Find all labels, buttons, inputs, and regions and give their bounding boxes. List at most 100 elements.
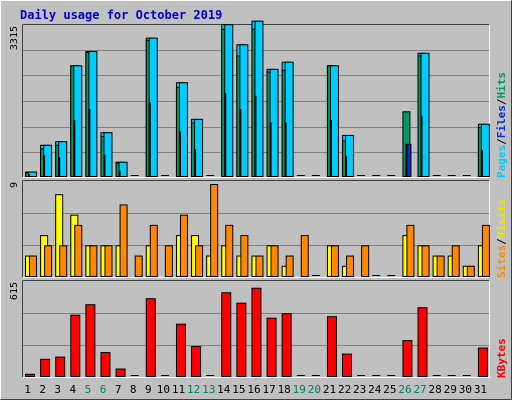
sites-bar bbox=[179, 214, 188, 278]
kbytes-bar bbox=[236, 302, 247, 377]
kbytes-bar bbox=[55, 356, 66, 378]
day-label: 28 bbox=[429, 383, 442, 396]
day-label: 9 bbox=[145, 383, 152, 396]
pages-bar-line bbox=[420, 115, 423, 177]
sites-bar bbox=[149, 224, 158, 277]
sites-bar bbox=[210, 184, 219, 277]
sites-bar bbox=[330, 245, 339, 277]
kbytes-bar bbox=[25, 373, 35, 378]
pages-bar-line bbox=[329, 120, 332, 177]
pages-bar-line bbox=[148, 102, 151, 177]
sites-bar bbox=[225, 224, 234, 277]
day-label: 24 bbox=[368, 383, 382, 396]
pages-bar-line bbox=[224, 93, 227, 177]
kbytes-bar bbox=[342, 353, 353, 377]
sites-bar bbox=[195, 245, 204, 277]
kbytes-bar bbox=[417, 307, 428, 377]
kbytes-bar bbox=[100, 352, 111, 377]
pages-bar-line bbox=[178, 131, 181, 177]
day-label: 7 bbox=[115, 383, 122, 396]
sites-bar bbox=[481, 224, 490, 277]
pages-bar-line bbox=[43, 155, 46, 177]
pages-bar-line bbox=[118, 170, 121, 177]
sites-bar bbox=[421, 245, 430, 277]
day-label: 2 bbox=[39, 383, 46, 396]
sites-bar bbox=[300, 235, 309, 278]
sites-bar bbox=[59, 245, 68, 277]
pages-bar-line bbox=[73, 120, 76, 177]
day-label: 3 bbox=[54, 383, 61, 396]
legend-label: Files bbox=[495, 105, 508, 138]
sites-bar bbox=[29, 255, 37, 277]
legend-separator: / bbox=[495, 138, 508, 145]
pages-bar-line bbox=[254, 95, 257, 177]
day-label: 6 bbox=[100, 383, 107, 396]
day-label: 16 bbox=[247, 383, 260, 396]
panel-hits-max-label: 3315 bbox=[9, 26, 20, 50]
kbytes-bar bbox=[40, 358, 51, 378]
pages-bar-line bbox=[58, 157, 61, 178]
day-label: 1 bbox=[24, 383, 31, 396]
sites-bar bbox=[466, 265, 475, 277]
kbytes-bar bbox=[251, 287, 262, 377]
day-label: 4 bbox=[70, 383, 77, 396]
legend-label: Sites bbox=[495, 245, 508, 278]
day-label: 26 bbox=[398, 383, 411, 396]
pages-bar-line bbox=[103, 154, 106, 177]
legend-label: Visits bbox=[495, 199, 508, 239]
day-label: 19 bbox=[293, 383, 306, 396]
kbytes-bar bbox=[175, 323, 186, 377]
kbytes-bar bbox=[145, 298, 156, 378]
pages-bar-line bbox=[345, 155, 348, 177]
day-label: 14 bbox=[217, 383, 231, 396]
day-label: 27 bbox=[413, 383, 426, 396]
pages-bar-line bbox=[28, 174, 30, 177]
sites-bar bbox=[406, 224, 415, 277]
sites-bar bbox=[346, 255, 355, 277]
kbytes-bar bbox=[85, 304, 96, 378]
legend-kbytes: KBytes bbox=[495, 338, 508, 378]
day-label: 18 bbox=[278, 383, 291, 396]
pages-bar-line bbox=[284, 122, 287, 177]
sites-bar bbox=[164, 245, 173, 277]
panel-kbytes-max-label: 615 bbox=[9, 282, 20, 300]
legend-separator: / bbox=[495, 238, 508, 245]
day-label: 10 bbox=[157, 383, 170, 396]
day-label: 25 bbox=[383, 383, 396, 396]
pages-bar-line bbox=[480, 150, 483, 177]
kbytes-bar bbox=[70, 314, 81, 377]
legend-hits: Pages/Files/Hits bbox=[495, 72, 508, 178]
pages-bar-line bbox=[88, 109, 91, 177]
sites-bar bbox=[285, 255, 294, 277]
sites-bar bbox=[270, 245, 279, 277]
day-label: 5 bbox=[85, 383, 92, 396]
day-label: 23 bbox=[353, 383, 366, 396]
day-label: 31 bbox=[474, 383, 487, 396]
sites-bar bbox=[134, 255, 143, 277]
legend-label: Hits bbox=[495, 72, 508, 99]
kbytes-bar bbox=[477, 347, 488, 378]
sites-bar bbox=[451, 245, 460, 277]
kbytes-bar bbox=[266, 317, 277, 378]
hits-bar-front bbox=[118, 161, 128, 178]
pages-bar-line bbox=[194, 149, 197, 178]
day-label: 8 bbox=[130, 383, 137, 396]
legend-separator: / bbox=[495, 98, 508, 105]
kbytes-bar bbox=[402, 340, 413, 378]
kbytes-bar bbox=[326, 316, 337, 377]
kbytes-bar bbox=[115, 368, 126, 377]
kbytes-bar bbox=[191, 346, 202, 377]
pages-bar-line bbox=[269, 122, 272, 177]
sites-bar bbox=[240, 235, 249, 278]
day-label: 29 bbox=[444, 383, 457, 396]
sites-bar bbox=[436, 255, 445, 277]
legend-label: KBytes bbox=[495, 338, 508, 378]
kbytes-bar bbox=[281, 313, 292, 378]
day-label: 21 bbox=[323, 383, 336, 396]
sites-bar bbox=[361, 245, 370, 277]
sites-bar bbox=[44, 245, 53, 277]
day-label: 13 bbox=[202, 383, 215, 396]
sites-bar bbox=[89, 245, 98, 277]
